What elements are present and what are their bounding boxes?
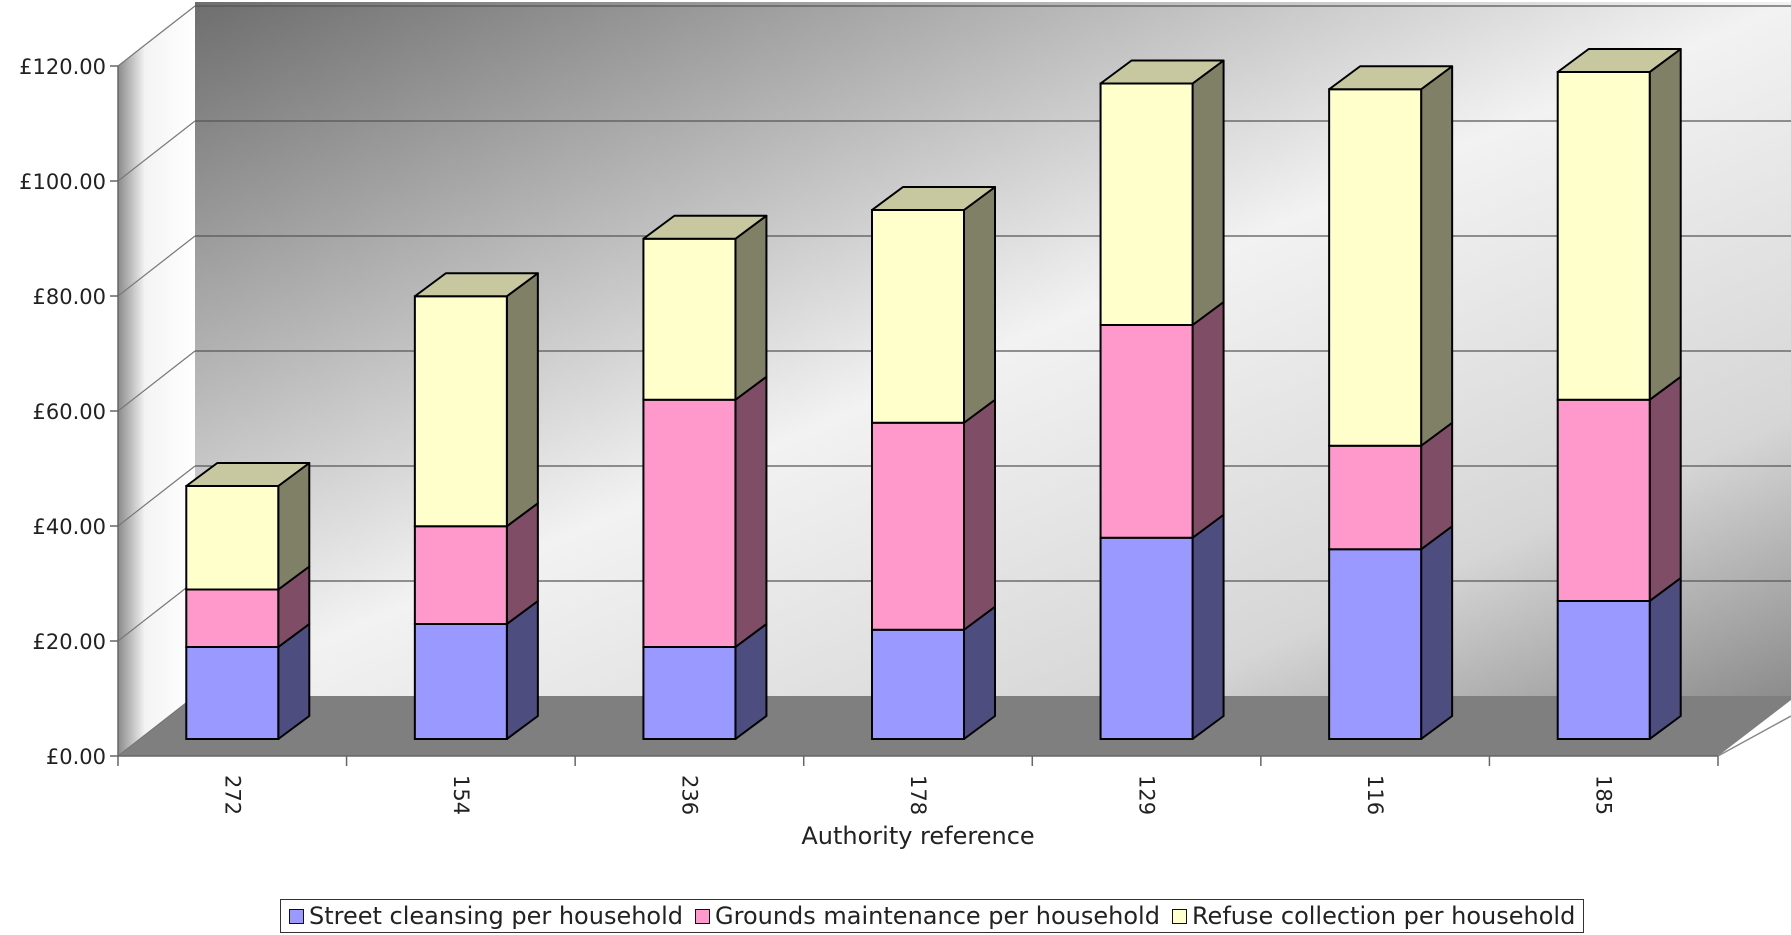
legend-item: Street cleansing per household: [289, 902, 683, 930]
bar-segment: [1328, 444, 1423, 551]
bar-segment-side: [1420, 525, 1454, 740]
y-tick-label: £0.00: [46, 745, 106, 769]
gridline-side: [117, 235, 196, 297]
x-tick-label: 185: [1592, 775, 1616, 815]
bar-segment: [413, 623, 508, 740]
legend-swatch: [1171, 908, 1187, 924]
bar-segment: [185, 646, 280, 740]
bar-segment: [1556, 600, 1651, 740]
bar-stack: [642, 214, 768, 740]
legend-label: Grounds maintenance per household: [715, 902, 1160, 930]
bar-stack: [871, 186, 996, 740]
bar-top: [185, 462, 311, 487]
bar-segment-side: [734, 214, 768, 401]
gridline-side: [117, 465, 196, 527]
bar-segment: [1099, 324, 1194, 539]
legend-item: Grounds maintenance per household: [695, 902, 1160, 930]
bar-segment: [871, 209, 965, 424]
legend-swatch: [695, 908, 711, 924]
bar-segment: [185, 588, 280, 648]
bar-stack: [185, 462, 311, 740]
bar-segment: [185, 485, 280, 591]
bar-segment-side: [1191, 513, 1225, 740]
bar-segment: [642, 237, 737, 401]
bar-segment: [1556, 398, 1651, 602]
bar-segment-side: [963, 398, 996, 631]
y-tick-label: £120.00: [19, 55, 106, 79]
gridline-side: [117, 350, 196, 412]
bar-segment: [1099, 536, 1194, 740]
bar-top: [1099, 59, 1225, 85]
legend-label: Refuse collection per household: [1191, 902, 1576, 930]
bar-segment-side: [1648, 48, 1682, 401]
x-tick-label: 178: [906, 775, 930, 815]
x-tick-label: 129: [1135, 775, 1159, 815]
bar-top: [413, 272, 539, 298]
bar-segment-side: [1191, 301, 1225, 539]
y-tick-label: £80.00: [33, 285, 106, 309]
bar-segment-side: [1191, 59, 1225, 326]
bar-segment: [642, 646, 737, 740]
floor-edge: [1717, 715, 1791, 757]
bar-stack: [1099, 59, 1225, 740]
gridline-side: [117, 580, 196, 642]
bar-segment: [413, 525, 508, 625]
bars-group: [185, 48, 1682, 740]
bar-segment-side: [1648, 577, 1682, 740]
side-wall: [118, 2, 195, 756]
bar-stack: [1556, 48, 1682, 740]
bar-segment-side: [505, 272, 539, 528]
y-tick-label: £60.00: [33, 400, 106, 424]
bar-segment: [1099, 82, 1194, 326]
legend-label: Street cleansing per household: [309, 902, 684, 930]
bar-segment: [1328, 88, 1423, 447]
legend-swatch: [289, 908, 304, 924]
legend: Street cleansing per household Grounds ma…: [280, 899, 1585, 933]
bar-stack: [1328, 65, 1454, 740]
y-tick-label: £20.00: [33, 630, 106, 654]
bar-segment: [1556, 71, 1651, 401]
gridline-side: [117, 695, 196, 757]
gridline-side: [117, 5, 196, 67]
y-tick-label: £100.00: [19, 170, 106, 194]
bar-segment-side: [963, 186, 996, 424]
gridline-side: [117, 120, 196, 182]
x-axis-title: Authority reference: [801, 822, 1034, 850]
bar-top: [1556, 48, 1682, 73]
x-tick-label: 154: [449, 775, 473, 815]
x-tick-label: 236: [677, 775, 701, 815]
x-tick-label: 272: [220, 775, 244, 815]
bar-segment: [413, 295, 508, 528]
bar-top: [1328, 65, 1454, 91]
bar-segment: [871, 421, 965, 631]
x-tick-label: 116: [1363, 775, 1387, 815]
bar-segment-side: [1420, 65, 1454, 447]
bar-segment: [1328, 548, 1423, 740]
bar-top: [642, 214, 768, 240]
bar-stack: [413, 272, 539, 740]
y-tick-label: £40.00: [33, 515, 106, 539]
legend-item: Refuse collection per household: [1171, 902, 1576, 930]
bar-top: [871, 186, 996, 211]
bar-segment-side: [734, 375, 768, 648]
axes-group: £0.00 £20.00 £40.00 £60.00 £80.00 £100.00 £120…: [19, 55, 1719, 815]
bar-segment: [642, 398, 737, 648]
bar-segment-side: [1648, 375, 1682, 602]
bar-segment: [871, 628, 965, 740]
